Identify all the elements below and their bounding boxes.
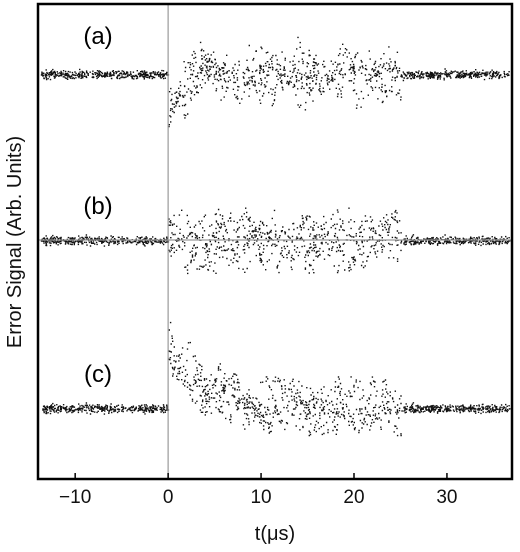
plot-area <box>40 36 511 437</box>
y-axis-label: Error Signal (Arb. Units) <box>4 136 26 348</box>
panel-label-a: (a) <box>83 23 112 50</box>
x-tick-label: −10 <box>59 487 91 508</box>
plot-frame <box>36 2 514 481</box>
x-tick-label: 30 <box>436 487 457 508</box>
x-tick-label: 10 <box>250 487 271 508</box>
x-tick-label: 0 <box>163 487 174 508</box>
panel-label-b: (b) <box>83 193 112 220</box>
data-points-panel-a <box>40 36 510 128</box>
x-axis: −10 0 10 20 30 <box>59 473 458 508</box>
panel-label-c: (c) <box>84 361 112 388</box>
reference-lines <box>38 4 512 479</box>
x-tick-label: 20 <box>343 487 364 508</box>
x-axis-label: t(μs) <box>255 523 295 545</box>
panel-labels: (a) (b) (c) <box>83 23 112 388</box>
data-points-panel-b <box>40 207 511 275</box>
